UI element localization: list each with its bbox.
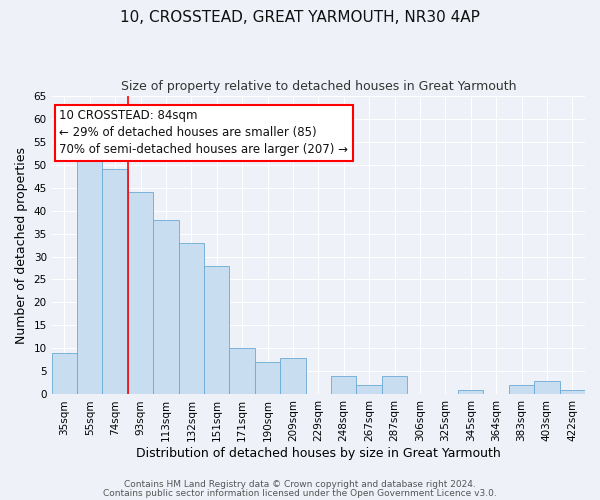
Bar (458, 390, 484, 394)
Bar (229, 348, 255, 395)
Bar (331, 376, 356, 394)
Text: Contains public sector information licensed under the Open Government Licence v3: Contains public sector information licen… (103, 488, 497, 498)
Title: Size of property relative to detached houses in Great Yarmouth: Size of property relative to detached ho… (121, 80, 516, 93)
Bar (204, 266, 229, 394)
Bar (534, 380, 560, 394)
Bar (52, 353, 77, 395)
Bar (509, 386, 534, 394)
Text: 10, CROSSTEAD, GREAT YARMOUTH, NR30 4AP: 10, CROSSTEAD, GREAT YARMOUTH, NR30 4AP (120, 10, 480, 25)
Bar (128, 192, 153, 394)
Bar (280, 358, 305, 395)
Bar (153, 220, 179, 394)
Text: Contains HM Land Registry data © Crown copyright and database right 2024.: Contains HM Land Registry data © Crown c… (124, 480, 476, 489)
Bar (179, 242, 204, 394)
Bar (382, 376, 407, 394)
Bar (356, 386, 382, 394)
Bar (255, 362, 280, 394)
Y-axis label: Number of detached properties: Number of detached properties (15, 146, 28, 344)
Text: 10 CROSSTEAD: 84sqm
← 29% of detached houses are smaller (85)
70% of semi-detach: 10 CROSSTEAD: 84sqm ← 29% of detached ho… (59, 110, 348, 156)
X-axis label: Distribution of detached houses by size in Great Yarmouth: Distribution of detached houses by size … (136, 447, 501, 460)
Bar (103, 169, 128, 394)
Bar (560, 390, 585, 394)
Bar (77, 146, 103, 394)
